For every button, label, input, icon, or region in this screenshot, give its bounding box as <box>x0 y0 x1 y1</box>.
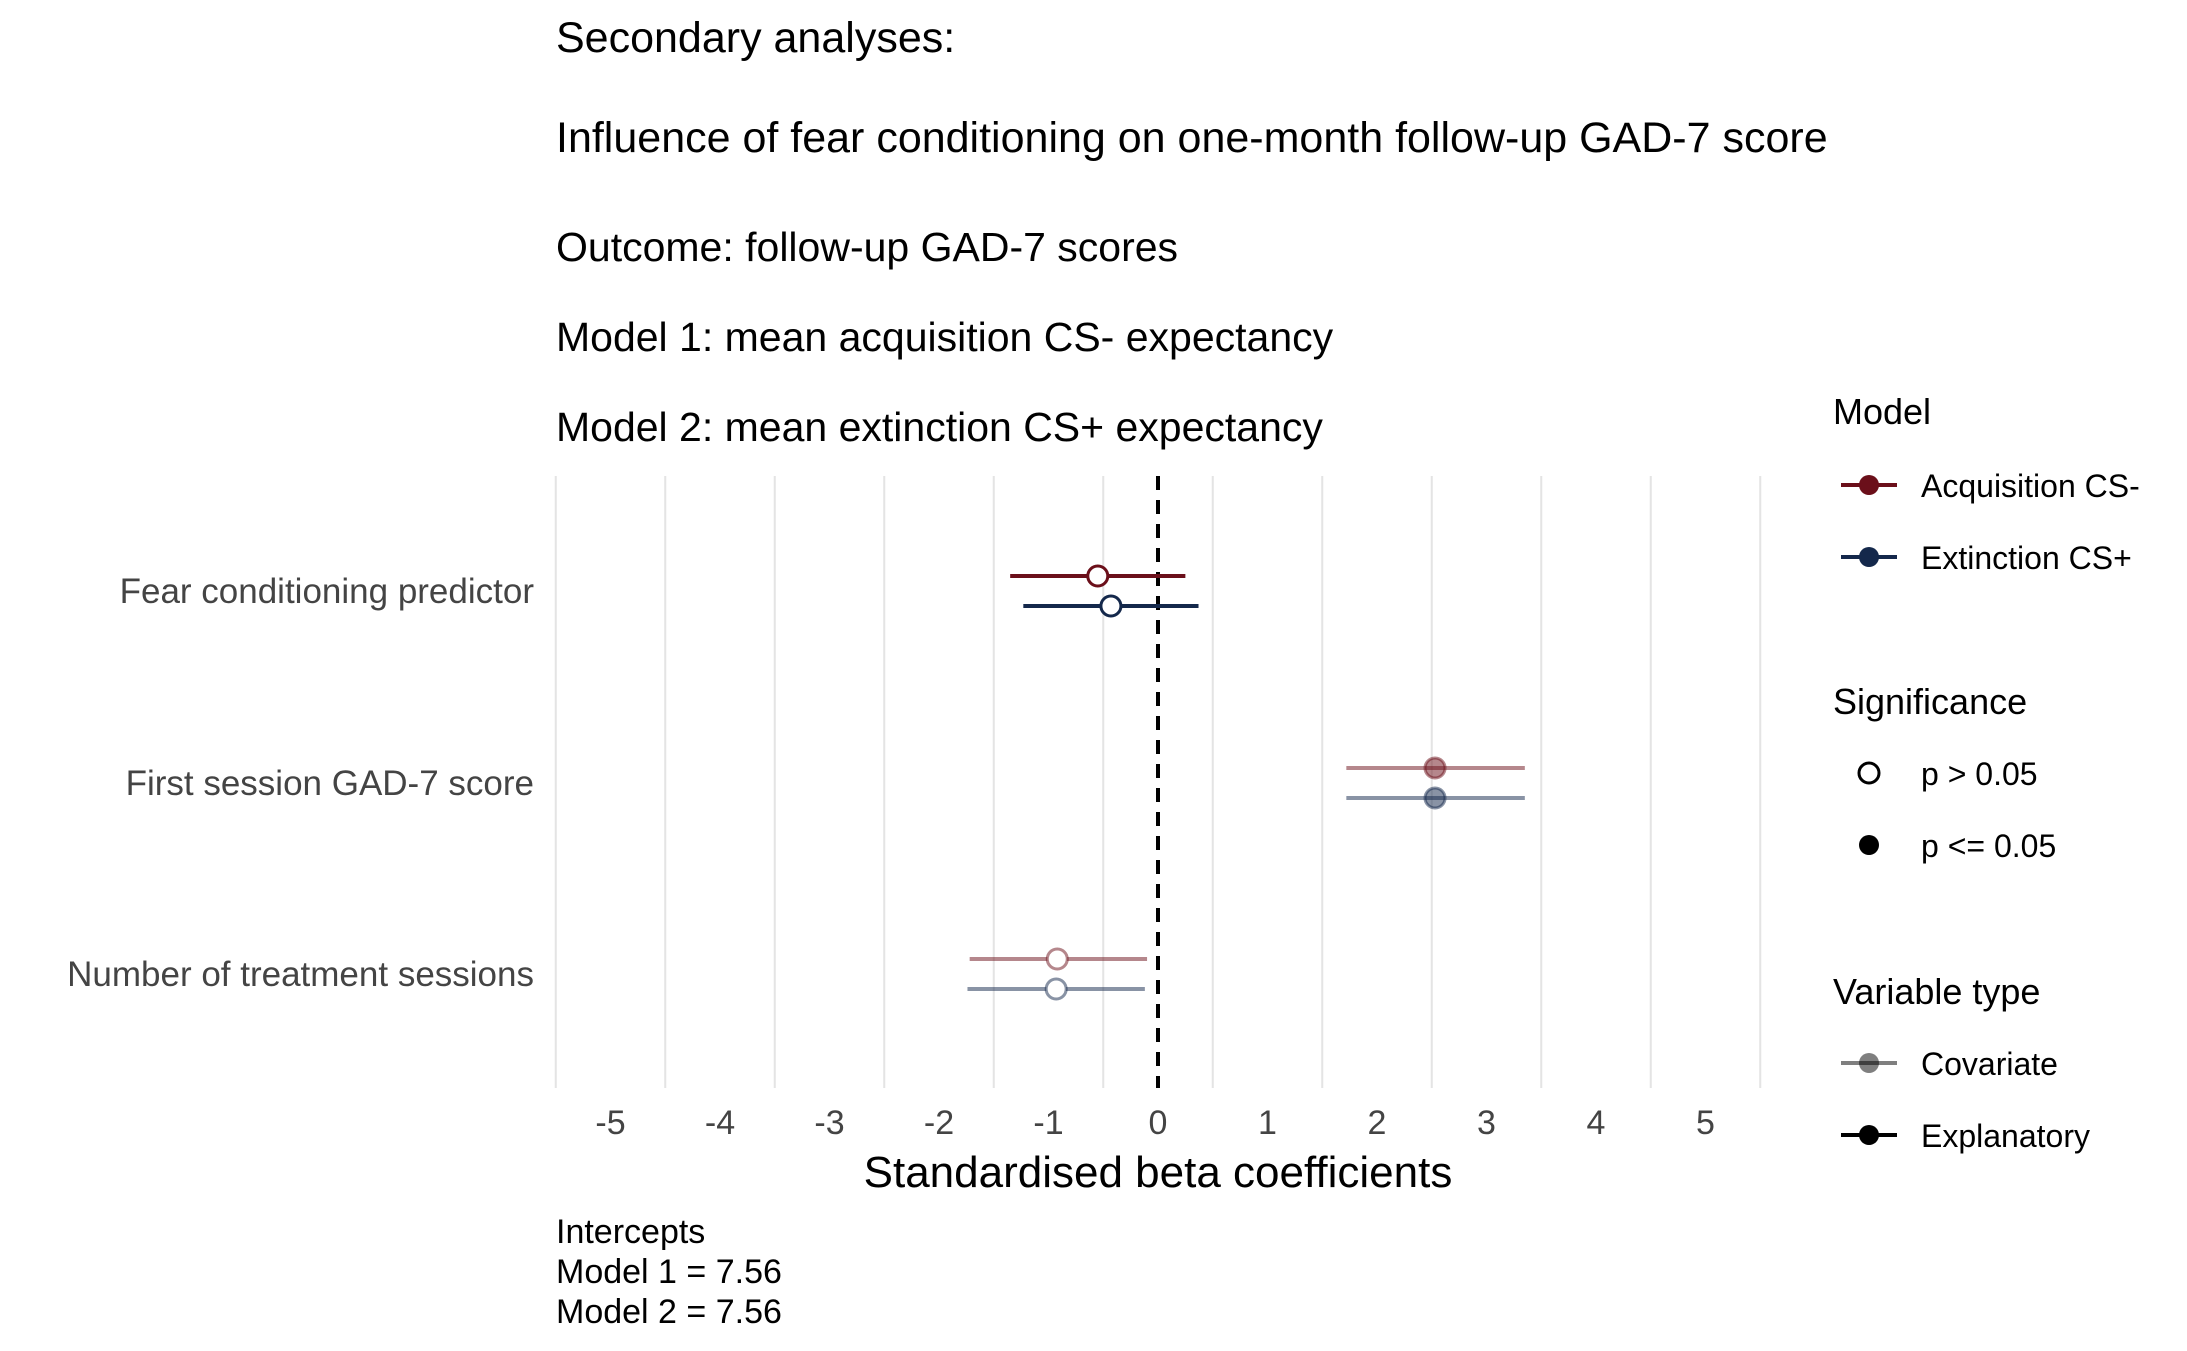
legend-title: Significance <box>1833 681 2027 722</box>
x-tick-label: 1 <box>1258 1104 1277 1142</box>
x-axis-tick-labels: -5 -4 -3 -2 -1 0 1 2 3 4 5 <box>595 1104 1715 1142</box>
x-tick-label: -4 <box>705 1104 735 1142</box>
caption-heading: Intercepts <box>556 1213 706 1251</box>
x-tick-label: 2 <box>1368 1104 1387 1142</box>
y-tick-label: Fear conditioning predictor <box>120 572 535 611</box>
estimate-point <box>1423 756 1447 780</box>
plot-marks <box>967 564 1525 1001</box>
x-tick-label: 0 <box>1149 1104 1168 1142</box>
legend-entry-label: p > 0.05 <box>1921 756 2038 792</box>
legend-entry-label: Acquisition CS- <box>1921 468 2140 504</box>
legend-entry-label: Explanatory <box>1921 1118 2090 1154</box>
estimate-point <box>1423 786 1447 810</box>
caption-model2-intercept: Model 2 = 7.56 <box>556 1293 782 1331</box>
chart-model2-note: Model 2: mean extinction CS+ expectancy <box>556 404 1323 450</box>
legend: Model Acquisition CS- Extinction CS+ Signif… <box>1833 391 2140 1154</box>
legend-title: Model <box>1833 391 1931 432</box>
chart-outcome-note: Outcome: follow-up GAD-7 scores <box>556 224 1179 270</box>
legend-title: Variable type <box>1833 971 2040 1012</box>
x-tick-label: 3 <box>1477 1104 1496 1142</box>
x-tick-label: -3 <box>814 1104 844 1142</box>
x-tick-label: 5 <box>1696 1104 1715 1142</box>
x-axis-label: Standardised beta coefficients <box>864 1148 1453 1197</box>
chart-model1-note: Model 1: mean acquisition CS- expectancy <box>556 314 1334 360</box>
legend-entry-label: Extinction CS+ <box>1921 540 2132 576</box>
legend-entry-label: p <= 0.05 <box>1921 828 2056 864</box>
legend-key-point <box>1859 1125 1879 1145</box>
chart-subtitle: Influence of fear conditioning on one-mo… <box>556 114 1828 162</box>
intercepts-caption: Intercepts Model 1 = 7.56 Model 2 = 7.56 <box>556 1212 782 1332</box>
legend-key-point <box>1859 547 1879 567</box>
y-tick-label: Number of treatment sessions <box>67 955 534 994</box>
legend-key-point <box>1859 835 1879 855</box>
grid-lines <box>554 476 1762 1088</box>
estimate-point <box>1044 977 1068 1001</box>
caption-model1-intercept: Model 1 = 7.56 <box>556 1253 782 1291</box>
legend-key-point <box>1859 475 1879 495</box>
chart-title: Secondary analyses: <box>556 14 956 62</box>
estimate-point <box>1045 947 1069 971</box>
y-axis-labels: Fear conditioning predictor First session… <box>67 572 534 994</box>
x-tick-label: -1 <box>1033 1104 1063 1142</box>
x-tick-label: -5 <box>595 1104 625 1142</box>
estimate-point <box>1086 564 1110 588</box>
legend-key-point <box>1857 761 1881 785</box>
x-tick-label: -2 <box>924 1104 954 1142</box>
legend-key-point <box>1859 1053 1879 1073</box>
x-tick-label: 4 <box>1587 1104 1606 1142</box>
legend-entry-label: Covariate <box>1921 1046 2058 1082</box>
y-tick-label: First session GAD-7 score <box>126 764 534 803</box>
estimate-point <box>1099 594 1123 618</box>
